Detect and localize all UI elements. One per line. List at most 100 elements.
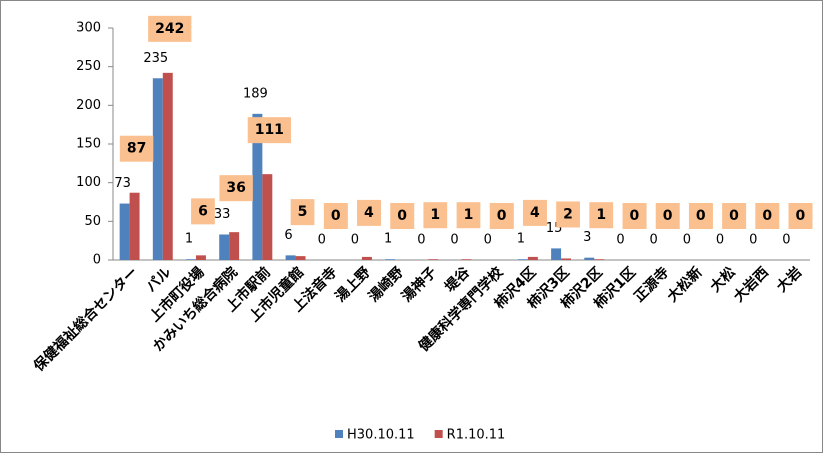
bar	[295, 256, 306, 260]
data-label: 6	[284, 228, 292, 243]
data-label-box	[323, 203, 348, 229]
data-label-group: 4	[522, 199, 547, 226]
data-label-box	[788, 203, 813, 229]
bar	[285, 255, 296, 260]
data-label-box	[191, 198, 215, 225]
bar	[461, 259, 472, 260]
data-label-group: 1	[456, 202, 481, 229]
data-label: 4	[364, 205, 374, 221]
data-label: 36	[226, 180, 245, 196]
data-label: 0	[484, 233, 492, 248]
data-label: 87	[127, 141, 146, 157]
data-label-group: 5	[290, 199, 315, 226]
legend-swatch	[335, 430, 343, 438]
bar	[229, 232, 240, 260]
data-label: 0	[397, 208, 407, 224]
y-tick-label: 200	[76, 98, 101, 113]
data-label-group: 0	[489, 203, 514, 229]
data-label-group: 36	[219, 175, 253, 202]
bar	[186, 259, 196, 260]
bar	[162, 72, 173, 260]
data-label: 0	[497, 208, 507, 224]
bar	[252, 113, 263, 260]
data-label: 0	[450, 233, 458, 248]
bar	[594, 259, 605, 260]
data-label: 0	[762, 208, 772, 224]
y-tick-label: 50	[84, 214, 101, 229]
data-label: 1	[517, 232, 525, 247]
data-label: 1	[596, 207, 606, 223]
data-label-box	[357, 199, 382, 226]
data-label-group: 0	[390, 203, 415, 229]
data-label-group: 111	[247, 117, 291, 144]
data-label-box	[290, 199, 315, 226]
data-label: 0	[663, 208, 673, 224]
bar	[561, 258, 572, 260]
data-label-box	[119, 135, 154, 162]
data-label-group: 0	[655, 203, 680, 229]
bar	[517, 259, 528, 260]
data-label-group: 0	[722, 203, 747, 229]
data-label: 2	[563, 206, 573, 222]
y-tick-label: 150	[76, 137, 101, 152]
data-label: 0	[331, 208, 341, 224]
data-label: 0	[683, 233, 691, 248]
data-label: 0	[729, 208, 739, 224]
bar	[129, 192, 140, 260]
y-tick-label: 300	[76, 21, 101, 36]
bar	[551, 248, 562, 260]
data-label-group: 1	[589, 202, 614, 229]
data-label: 1	[185, 232, 193, 247]
data-label-box	[148, 15, 192, 42]
data-label: 0	[351, 233, 359, 248]
bar	[262, 174, 273, 260]
data-label: 235	[143, 51, 168, 66]
data-label: 73	[114, 176, 131, 191]
data-label: 189	[243, 86, 268, 101]
data-label: 3	[583, 230, 591, 245]
data-label-group: 2	[556, 201, 580, 228]
data-label: 33	[214, 207, 231, 222]
data-label-box	[423, 202, 448, 229]
bar	[195, 255, 206, 260]
data-label-group: 0	[788, 203, 813, 229]
bar	[119, 203, 130, 260]
bar	[385, 259, 396, 260]
data-label-box	[247, 117, 291, 144]
data-label-box	[522, 199, 547, 226]
data-label: 0	[630, 208, 640, 224]
data-label-box	[622, 203, 647, 229]
data-label-box	[722, 203, 747, 229]
data-label: 0	[650, 233, 658, 248]
data-label: 0	[318, 233, 326, 248]
data-label-box	[456, 202, 481, 229]
data-label: 0	[417, 233, 425, 248]
data-label-group: 0	[755, 203, 780, 229]
data-label-box	[390, 203, 415, 229]
data-label: 242	[155, 21, 184, 37]
data-label: 0	[782, 233, 790, 248]
y-tick-label: 250	[76, 59, 101, 74]
bar	[219, 234, 230, 260]
data-label-group: 0	[688, 203, 713, 229]
data-label-box	[655, 203, 680, 229]
data-label-box	[489, 203, 514, 229]
bar	[584, 257, 595, 260]
bar	[361, 256, 372, 260]
data-label: 1	[464, 207, 474, 223]
data-label: 0	[616, 233, 624, 248]
legend-swatch	[434, 430, 443, 438]
legend-label: R1.10.11	[447, 428, 506, 443]
data-label: 1	[384, 232, 392, 247]
data-label: 0	[796, 208, 806, 224]
data-label: 111	[255, 122, 284, 138]
data-label-group: 87	[119, 135, 154, 162]
data-label: 0	[716, 233, 724, 248]
bar	[527, 256, 538, 260]
bar	[428, 259, 439, 260]
data-label-group: 242	[148, 15, 192, 42]
y-tick-label: 100	[76, 175, 101, 190]
data-label-box	[219, 175, 253, 202]
data-label-group: 4	[357, 199, 382, 226]
